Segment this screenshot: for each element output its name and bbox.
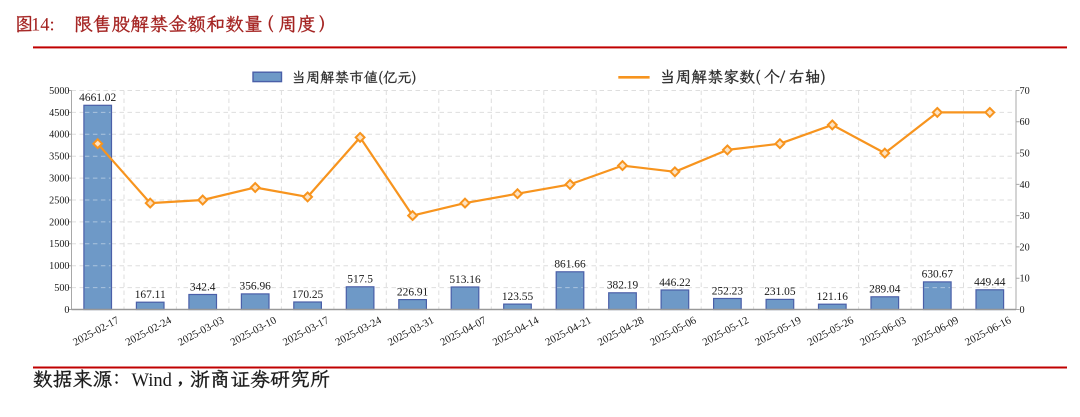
svg-text:167.11: 167.11 <box>135 289 166 301</box>
svg-text:3500: 3500 <box>49 152 69 163</box>
svg-text:30: 30 <box>1020 211 1030 222</box>
svg-text:4661.02: 4661.02 <box>79 92 116 104</box>
svg-text:60: 60 <box>1020 117 1030 128</box>
svg-text:2500: 2500 <box>49 195 69 206</box>
svg-text:356.96: 356.96 <box>240 281 272 293</box>
svg-text:20: 20 <box>1020 242 1030 253</box>
svg-text:5000: 5000 <box>49 86 69 97</box>
svg-text:231.05: 231.05 <box>764 286 796 298</box>
svg-text:4500: 4500 <box>49 108 69 119</box>
svg-text:123.55: 123.55 <box>502 291 534 303</box>
svg-text:382.19: 382.19 <box>607 280 639 292</box>
svg-text:14:: 14: <box>31 16 55 36</box>
svg-text:513.16: 513.16 <box>449 274 481 286</box>
svg-text:289.04: 289.04 <box>869 284 901 296</box>
svg-text:40: 40 <box>1020 180 1030 191</box>
svg-text:10: 10 <box>1020 274 1030 285</box>
svg-text:252.23: 252.23 <box>712 285 744 297</box>
svg-text:342.4: 342.4 <box>190 281 216 293</box>
svg-text:630.67: 630.67 <box>922 269 954 281</box>
svg-text:1500: 1500 <box>49 239 69 250</box>
svg-text:0: 0 <box>64 305 69 316</box>
svg-text:446.22: 446.22 <box>659 277 691 289</box>
svg-text:861.66: 861.66 <box>554 259 586 271</box>
svg-text:3000: 3000 <box>49 174 69 185</box>
svg-text:Wind: Wind <box>132 371 173 391</box>
svg-text:4000: 4000 <box>49 130 69 141</box>
svg-text:2000: 2000 <box>49 217 69 228</box>
svg-text:226.91: 226.91 <box>397 286 429 298</box>
svg-text:170.25: 170.25 <box>292 289 324 301</box>
svg-text:70: 70 <box>1020 86 1030 97</box>
svg-text:500: 500 <box>54 283 69 294</box>
svg-text:517.5: 517.5 <box>347 274 373 286</box>
svg-text:0: 0 <box>1020 305 1025 316</box>
svg-text:449.44: 449.44 <box>974 277 1006 289</box>
svg-text:1000: 1000 <box>49 261 69 272</box>
svg-text:50: 50 <box>1020 149 1030 160</box>
svg-text:121.16: 121.16 <box>817 291 849 303</box>
